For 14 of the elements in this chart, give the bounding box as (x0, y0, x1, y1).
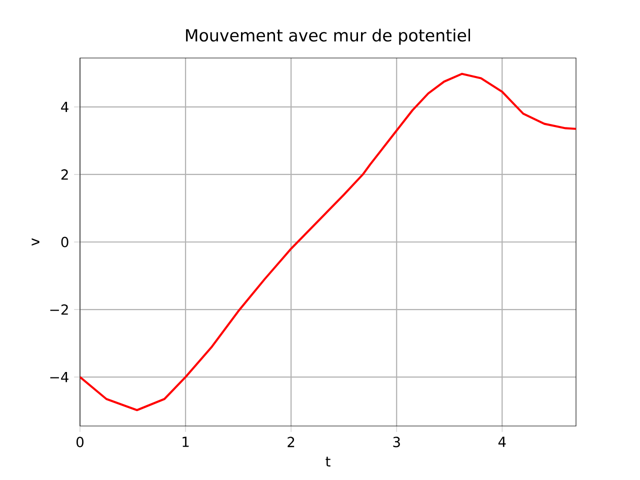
x-tick-label: 3 (393, 436, 400, 448)
x-tick-label: 2 (288, 436, 294, 448)
y-tick-label: −2 (50, 304, 68, 315)
y-tick-label: 4 (61, 102, 68, 112)
x-tick-label: 1 (182, 436, 189, 447)
x-tick-label: 0 (76, 436, 84, 448)
y-axis-title: v (32, 238, 40, 246)
y-tick-label: 0 (61, 236, 68, 248)
x-tick-label: 4 (498, 436, 506, 447)
y-tick-label: 2 (61, 169, 68, 180)
x-axis-title: t (326, 456, 330, 466)
y-tick-label: −4 (50, 372, 68, 382)
chart-title: Mouvement avec mur de potentiel (186, 28, 470, 45)
line-series (80, 72, 576, 412)
